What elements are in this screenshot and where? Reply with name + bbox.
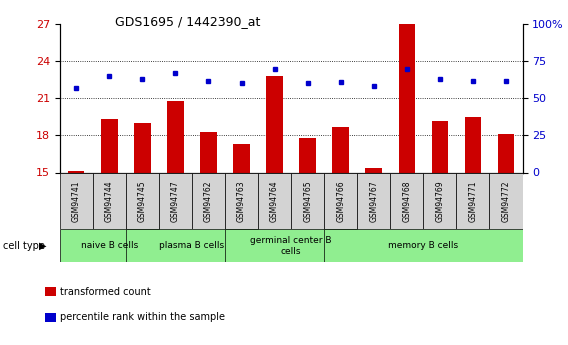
Text: GSM94768: GSM94768: [402, 180, 411, 222]
Bar: [432, 121, 448, 172]
Bar: [225, 229, 357, 262]
Bar: [399, 24, 415, 172]
Text: transformed count: transformed count: [60, 287, 151, 296]
Bar: [225, 172, 258, 229]
Text: GSM94762: GSM94762: [204, 180, 213, 222]
Bar: [465, 117, 481, 172]
Bar: [390, 172, 423, 229]
Text: GSM94765: GSM94765: [303, 180, 312, 222]
Bar: [365, 168, 382, 172]
Bar: [266, 76, 283, 172]
Bar: [126, 229, 258, 262]
Bar: [324, 172, 357, 229]
Text: GSM94772: GSM94772: [502, 180, 511, 222]
Text: GDS1695 / 1442390_at: GDS1695 / 1442390_at: [115, 16, 261, 29]
Bar: [423, 172, 457, 229]
Text: ▶: ▶: [39, 241, 46, 251]
Text: GSM94764: GSM94764: [270, 180, 279, 222]
Bar: [233, 144, 250, 172]
Bar: [332, 127, 349, 172]
Bar: [498, 134, 514, 172]
Text: GSM94741: GSM94741: [72, 180, 81, 222]
Bar: [299, 138, 316, 172]
Text: GSM94769: GSM94769: [436, 180, 444, 222]
Bar: [126, 172, 159, 229]
Text: GSM94763: GSM94763: [237, 180, 246, 222]
Bar: [324, 229, 523, 262]
Bar: [457, 172, 490, 229]
Bar: [200, 132, 217, 172]
Text: percentile rank within the sample: percentile rank within the sample: [60, 313, 224, 322]
Bar: [167, 101, 183, 172]
Text: memory B cells: memory B cells: [389, 241, 458, 250]
Bar: [490, 172, 523, 229]
Text: GSM94744: GSM94744: [105, 180, 114, 222]
Bar: [60, 229, 159, 262]
Bar: [68, 171, 85, 172]
Text: GSM94745: GSM94745: [138, 180, 147, 222]
Bar: [134, 123, 151, 172]
Bar: [291, 172, 324, 229]
Text: germinal center B
cells: germinal center B cells: [250, 236, 332, 256]
Text: cell type: cell type: [3, 241, 45, 251]
Bar: [101, 119, 118, 172]
Bar: [258, 172, 291, 229]
Text: plasma B cells: plasma B cells: [160, 241, 224, 250]
Bar: [60, 172, 93, 229]
Text: GSM94771: GSM94771: [469, 180, 478, 222]
Text: GSM94767: GSM94767: [369, 180, 378, 222]
Text: GSM94766: GSM94766: [336, 180, 345, 222]
Bar: [159, 172, 192, 229]
Bar: [93, 172, 126, 229]
Bar: [192, 172, 225, 229]
Bar: [357, 172, 390, 229]
Text: GSM94747: GSM94747: [171, 180, 180, 222]
Text: naive B cells: naive B cells: [81, 241, 138, 250]
